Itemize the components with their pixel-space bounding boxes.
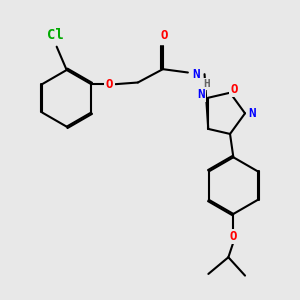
Text: N: N [193, 68, 200, 81]
Text: Cl: Cl [46, 28, 63, 42]
Text: O: O [106, 78, 113, 91]
Text: O: O [161, 29, 168, 42]
Text: N: N [249, 107, 256, 120]
Text: H: H [203, 79, 210, 89]
Text: O: O [230, 230, 237, 243]
Text: N: N [197, 88, 205, 101]
Text: O: O [230, 83, 238, 96]
